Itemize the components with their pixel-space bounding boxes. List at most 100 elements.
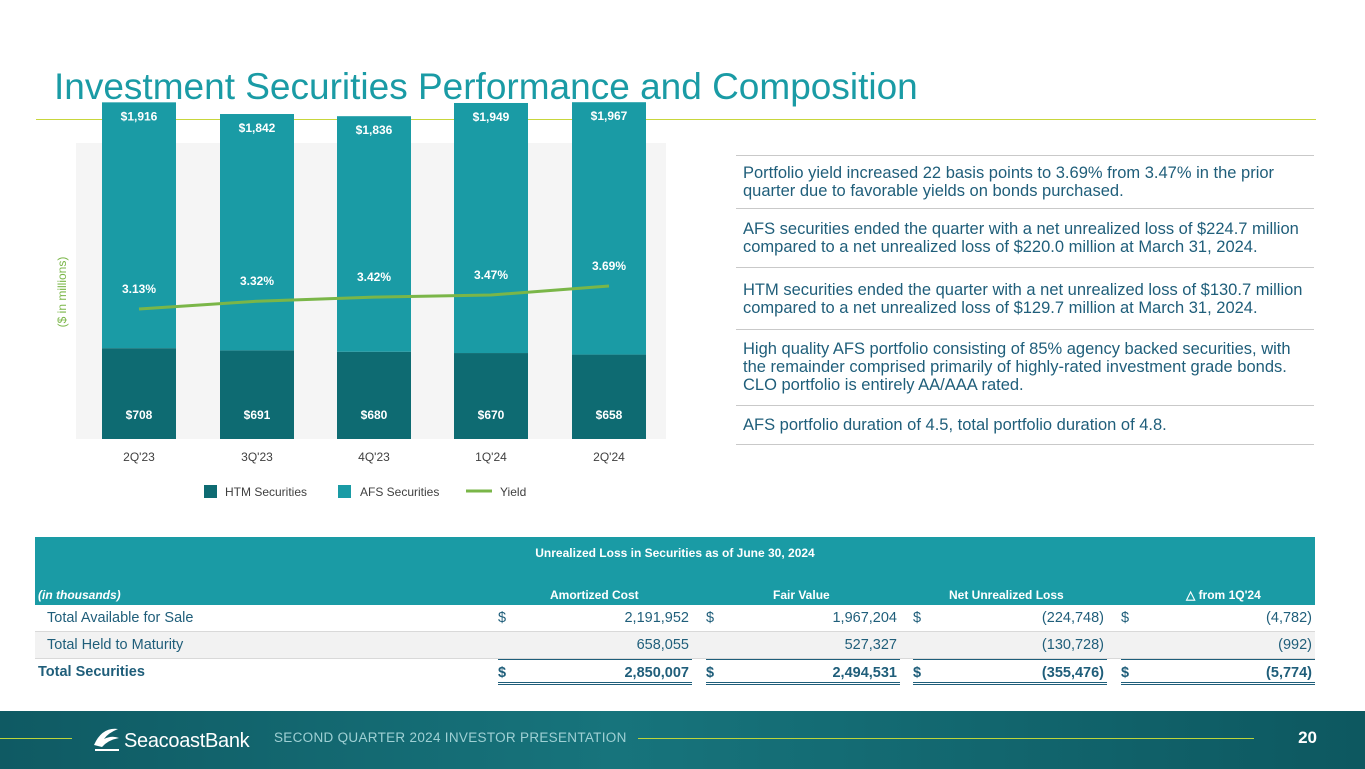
- commentary-list: Portfolio yield increased 22 basis point…: [736, 155, 1314, 445]
- x-tick-label: 1Q'24: [475, 450, 507, 464]
- unrealized-loss-table: Unrealized Loss in Securities as of June…: [35, 537, 1315, 685]
- table-cell: $ (355,476): [913, 659, 1107, 685]
- htm-bar: [572, 354, 646, 439]
- cell-value: (992): [1278, 637, 1312, 653]
- htm-bar: [337, 351, 411, 439]
- commentary-item: HTM securities ended the quarter with a …: [736, 267, 1314, 329]
- cell-value: (4,782): [1266, 610, 1312, 626]
- footer-rule-left: [0, 738, 72, 739]
- htm-bar: [220, 350, 294, 439]
- cell-value: 1,967,204: [832, 610, 897, 626]
- col-header-fair-value: Fair Value: [773, 588, 830, 602]
- htm-data-label: $670: [478, 408, 505, 422]
- cell-value: (355,476): [1041, 665, 1104, 681]
- table-cell: $2,850,007: [498, 659, 692, 685]
- cell-value: 527,327: [844, 637, 897, 653]
- yield-line: [138, 284, 610, 311]
- securities-chart: $1,916 $708 2Q'23 $1,842 $691 3Q'23 $1,836 $680…: [55, 102, 666, 499]
- cell-value: (5,774): [1266, 665, 1312, 681]
- presentation-title: SECOND QUARTER 2024 INVESTOR PRESENTATIO…: [274, 730, 627, 745]
- commentary-item: AFS portfolio duration of 4.5, total por…: [736, 405, 1314, 445]
- table-row: Total Held to Maturity 658,055 527,327 (130…: [35, 632, 1315, 659]
- afs-data-label: $1,916: [121, 109, 158, 123]
- htm-bar: [454, 353, 528, 439]
- table-cell: 658,055: [498, 632, 692, 658]
- table-title: Unrealized Loss in Securities as of June…: [535, 546, 815, 560]
- x-tick-label: 3Q'23: [241, 450, 273, 464]
- afs-data-label: $1,949: [473, 110, 510, 124]
- cell-value: (224,748): [1041, 610, 1104, 626]
- yield-data-label: 3.69%: [592, 259, 626, 273]
- table-body: Total Available for Sale $2,191,952 $1,967…: [35, 605, 1315, 685]
- htm-data-label: $708: [126, 408, 153, 422]
- table-cell: $2,191,952: [498, 605, 692, 631]
- table-cell: (130,728): [913, 632, 1107, 658]
- afs-bar: [102, 102, 176, 349]
- afs-bar: [572, 102, 646, 355]
- y-axis-label: ($ in millions): [55, 257, 69, 328]
- footer-rule-right: [638, 738, 1254, 739]
- afs-data-label: $1,836: [356, 123, 393, 137]
- table-cell: $ (4,782): [1121, 605, 1315, 631]
- legend-label-afs: AFS Securities: [360, 485, 439, 499]
- row-label: Total Held to Maturity: [47, 637, 184, 653]
- row-label: Total Securities: [38, 664, 145, 680]
- row-label: Total Available for Sale: [47, 610, 194, 626]
- afs-data-label: $1,967: [591, 109, 628, 123]
- x-tick-label: 4Q'23: [358, 450, 390, 464]
- currency-symbol: $: [706, 665, 715, 681]
- currency-symbol: $: [1121, 610, 1130, 626]
- yield-data-label: 3.47%: [474, 268, 508, 282]
- yield-data-label: 3.13%: [122, 282, 156, 296]
- table-cell: $2,494,531: [706, 659, 900, 685]
- cell-value: (130,728): [1041, 637, 1104, 653]
- brand-name: SeacoastBank: [124, 730, 250, 752]
- commentary-item: Portfolio yield increased 22 basis point…: [736, 155, 1314, 208]
- htm-data-label: $691: [244, 408, 271, 422]
- table-cell: $ (5,774): [1121, 659, 1315, 685]
- htm-bar: [102, 348, 176, 439]
- currency-symbol: $: [498, 610, 507, 626]
- currency-symbol: $: [913, 610, 922, 626]
- col-header-net-unrealized-loss: Net Unrealized Loss: [949, 588, 1064, 602]
- afs-bar: [220, 114, 294, 351]
- table-row: Total Securities $2,850,007 $2,494,531 $ (35…: [35, 659, 1315, 685]
- col-header-amortized-cost: Amortized Cost: [550, 588, 639, 602]
- afs-bar: [337, 116, 411, 352]
- units-label: (in thousands): [38, 588, 121, 602]
- afs-data-label: $1,842: [239, 121, 276, 135]
- afs-bar: [454, 102, 528, 354]
- htm-data-label: $658: [596, 408, 623, 422]
- footer: SeacoastBank SECOND QUARTER 2024 INVESTO…: [0, 711, 1365, 769]
- table-header: Unrealized Loss in Securities as of June…: [35, 537, 1315, 605]
- cell-value: 2,850,007: [624, 665, 689, 681]
- cell-value: 658,055: [636, 637, 689, 653]
- legend-label-yield: Yield: [500, 485, 526, 499]
- x-tick-label: 2Q'24: [593, 450, 625, 464]
- commentary-item: AFS securities ended the quarter with a …: [736, 208, 1314, 267]
- table-cell: $1,967,204: [706, 605, 900, 631]
- legend-label-htm: HTM Securities: [225, 485, 307, 499]
- page-number: 20: [1298, 728, 1317, 747]
- currency-symbol: $: [913, 665, 922, 681]
- currency-symbol: $: [1121, 665, 1130, 681]
- table-cell: (992): [1121, 632, 1315, 658]
- cell-value: 2,191,952: [624, 610, 689, 626]
- legend-swatch-htm: [204, 485, 217, 498]
- currency-symbol: $: [706, 610, 715, 626]
- table-cell: $ (224,748): [913, 605, 1107, 631]
- x-tick-label: 2Q'23: [123, 450, 155, 464]
- palm-logo-icon: [94, 728, 119, 751]
- table-cell: 527,327: [706, 632, 900, 658]
- col-header-change: △ from 1Q'24: [1186, 588, 1261, 602]
- legend-swatch-afs: [338, 485, 351, 498]
- yield-data-label: 3.42%: [357, 270, 391, 284]
- page-title: Investment Securities Performance and Co…: [54, 66, 918, 107]
- currency-symbol: $: [498, 665, 507, 681]
- cell-value: 2,494,531: [832, 665, 897, 681]
- htm-data-label: $680: [361, 408, 388, 422]
- title-divider: [36, 119, 1316, 120]
- commentary-item: High quality AFS portfolio consisting of…: [736, 329, 1314, 405]
- yield-data-label: 3.32%: [240, 274, 274, 288]
- table-row: Total Available for Sale $2,191,952 $1,967…: [35, 605, 1315, 632]
